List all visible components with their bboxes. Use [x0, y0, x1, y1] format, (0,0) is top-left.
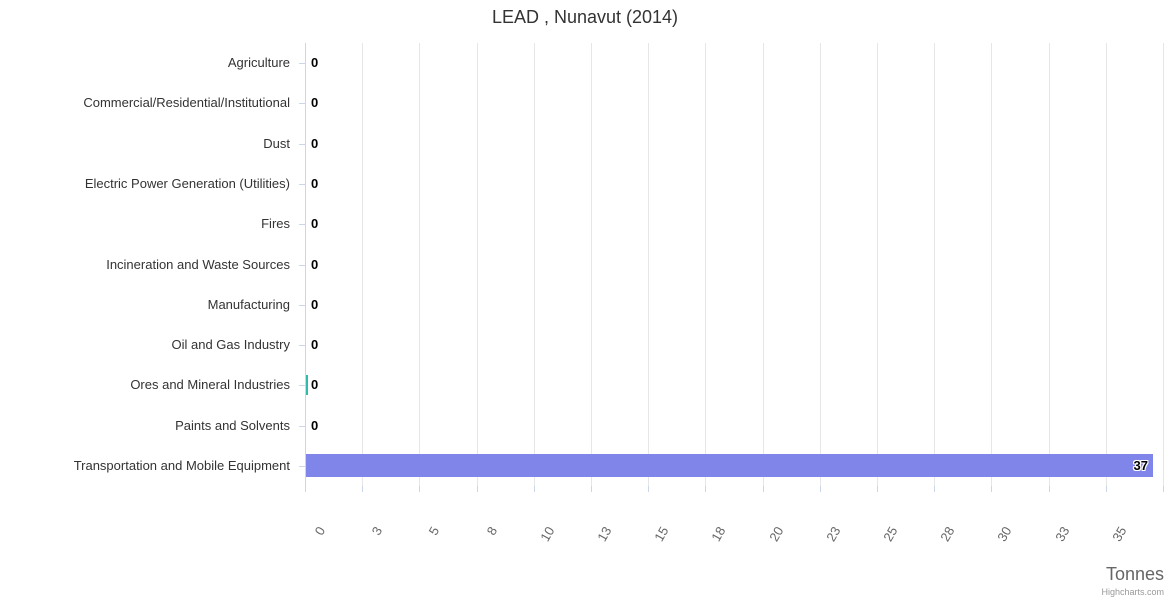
data-label: 0 — [311, 55, 319, 70]
x-axis-tick — [763, 486, 764, 492]
x-gridline — [419, 43, 420, 486]
x-gridline — [1163, 43, 1164, 486]
x-axis-tick-label: 13 — [593, 524, 614, 545]
x-gridline — [934, 43, 935, 486]
x-axis-title: Tonnes — [1105, 564, 1164, 584]
x-axis-tick — [591, 486, 592, 492]
y-axis-tick — [299, 265, 305, 266]
y-axis-tick — [299, 184, 305, 185]
x-axis-tick — [305, 486, 306, 492]
data-label: 0 — [311, 257, 319, 272]
category-label: Electric Power Generation (Utilities) — [84, 175, 290, 191]
x-gridline — [991, 43, 992, 486]
x-axis-tick — [934, 486, 935, 492]
y-axis-tick — [299, 466, 305, 467]
x-axis-tick-label: 28 — [936, 524, 957, 545]
y-axis-tick — [299, 63, 305, 64]
x-axis-tick-label: 33 — [1051, 524, 1072, 545]
x-gridline — [1106, 43, 1107, 486]
data-label: 0 — [311, 95, 319, 110]
data-label: 0 — [311, 136, 319, 151]
x-axis-tick — [1163, 486, 1164, 492]
x-axis-tick-label: 5 — [425, 524, 442, 538]
x-axis-tick — [362, 486, 363, 492]
chart-title: LEAD , Nunavut (2014) — [491, 7, 679, 27]
y-axis-tick — [299, 144, 305, 145]
x-axis-tick — [705, 486, 706, 492]
x-axis-tick — [534, 486, 535, 492]
x-axis-tick-label: 3 — [368, 524, 385, 538]
category-label: Transportation and Mobile Equipment — [73, 457, 290, 473]
data-label: 0 — [311, 418, 319, 433]
x-gridline — [477, 43, 478, 486]
x-axis-tick — [1106, 486, 1107, 492]
x-axis-tick — [877, 486, 878, 492]
category-label: Dust — [263, 135, 290, 151]
x-gridline — [534, 43, 535, 486]
x-gridline — [1049, 43, 1050, 486]
x-axis-tick — [648, 486, 649, 492]
highcharts-credits-link[interactable]: Highcharts.com — [1101, 587, 1164, 597]
category-label: Fires — [261, 216, 290, 232]
y-axis-tick — [299, 345, 305, 346]
bar-transportation-and-mobile-equipment[interactable] — [306, 454, 1153, 477]
y-axis-tick — [299, 103, 305, 104]
y-axis-tick — [299, 385, 305, 386]
x-axis-tick-label: 15 — [650, 524, 671, 545]
data-label: 0 — [311, 297, 319, 312]
y-axis-line — [305, 43, 306, 486]
category-label: Agriculture — [227, 55, 290, 71]
category-label: Oil and Gas Industry — [171, 337, 291, 353]
x-gridline — [362, 43, 363, 486]
x-axis-tick-label: 25 — [879, 524, 900, 545]
x-axis-tick-label: 18 — [707, 524, 728, 545]
x-axis-tick-label: 30 — [993, 524, 1014, 545]
bar-ores-and-mineral-industries[interactable] — [306, 375, 308, 395]
x-gridline — [705, 43, 706, 486]
x-axis-tick — [477, 486, 478, 492]
x-axis-tick-label: 23 — [822, 524, 843, 545]
x-axis-tick-label: 0 — [311, 524, 328, 538]
x-axis-tick-label: 8 — [483, 524, 500, 538]
x-axis-tick-label: 10 — [536, 524, 557, 545]
x-axis-tick — [1049, 486, 1050, 492]
category-label: Incineration and Waste Sources — [106, 256, 290, 272]
category-label: Ores and Mineral Industries — [130, 377, 290, 393]
x-axis-tick-label: 20 — [765, 524, 786, 545]
y-axis-tick — [299, 224, 305, 225]
category-label: Paints and Solvents — [175, 417, 290, 433]
y-axis-tick — [299, 426, 305, 427]
x-gridline — [591, 43, 592, 486]
x-axis-tick-label: 38 — [1165, 524, 1170, 545]
data-label: 0 — [311, 377, 319, 392]
category-label: Commercial/Residential/Institutional — [83, 95, 290, 111]
data-label: 0 — [311, 176, 319, 191]
x-gridline — [763, 43, 764, 486]
data-label: 0 — [311, 216, 319, 231]
x-axis-tick — [820, 486, 821, 492]
category-label: Manufacturing — [207, 296, 290, 312]
data-label: 37 — [1133, 458, 1148, 473]
x-axis-tick — [419, 486, 420, 492]
x-gridline — [648, 43, 649, 486]
data-label: 0 — [311, 337, 319, 352]
x-gridline — [820, 43, 821, 486]
x-gridline — [877, 43, 878, 486]
x-axis-tick-label: 35 — [1108, 524, 1129, 545]
y-axis-tick — [299, 305, 305, 306]
x-axis-tick — [991, 486, 992, 492]
